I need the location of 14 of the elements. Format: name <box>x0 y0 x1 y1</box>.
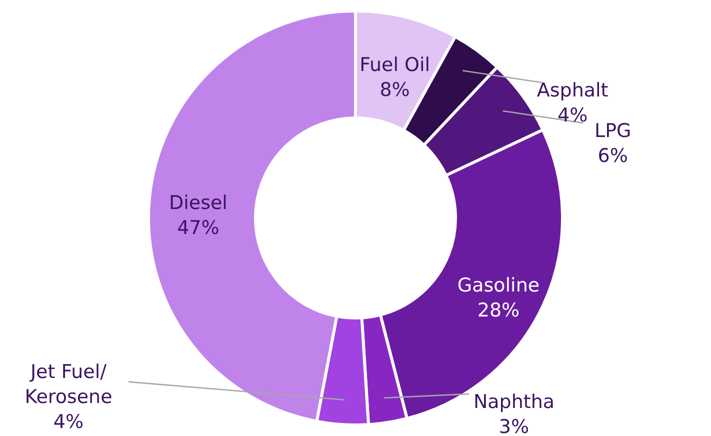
data-label: 47% <box>177 217 220 240</box>
slice-label: Naphtha <box>473 390 555 413</box>
slice-label: Asphalt <box>536 80 608 102</box>
data-label: 6% <box>598 144 628 167</box>
slice-label: Fuel Oil <box>360 54 430 76</box>
data-label: 4% <box>53 410 84 433</box>
data-label: 28% <box>477 299 520 322</box>
data-label: 4% <box>557 104 588 127</box>
slice-label: LPG <box>594 120 632 142</box>
slice-label: Jet Fuel/ Kerosene <box>24 360 112 408</box>
data-label: 3% <box>498 416 530 436</box>
slice-label: Gasoline <box>457 274 540 296</box>
data-label: 8% <box>380 78 410 101</box>
slice-label: Diesel <box>168 192 228 214</box>
